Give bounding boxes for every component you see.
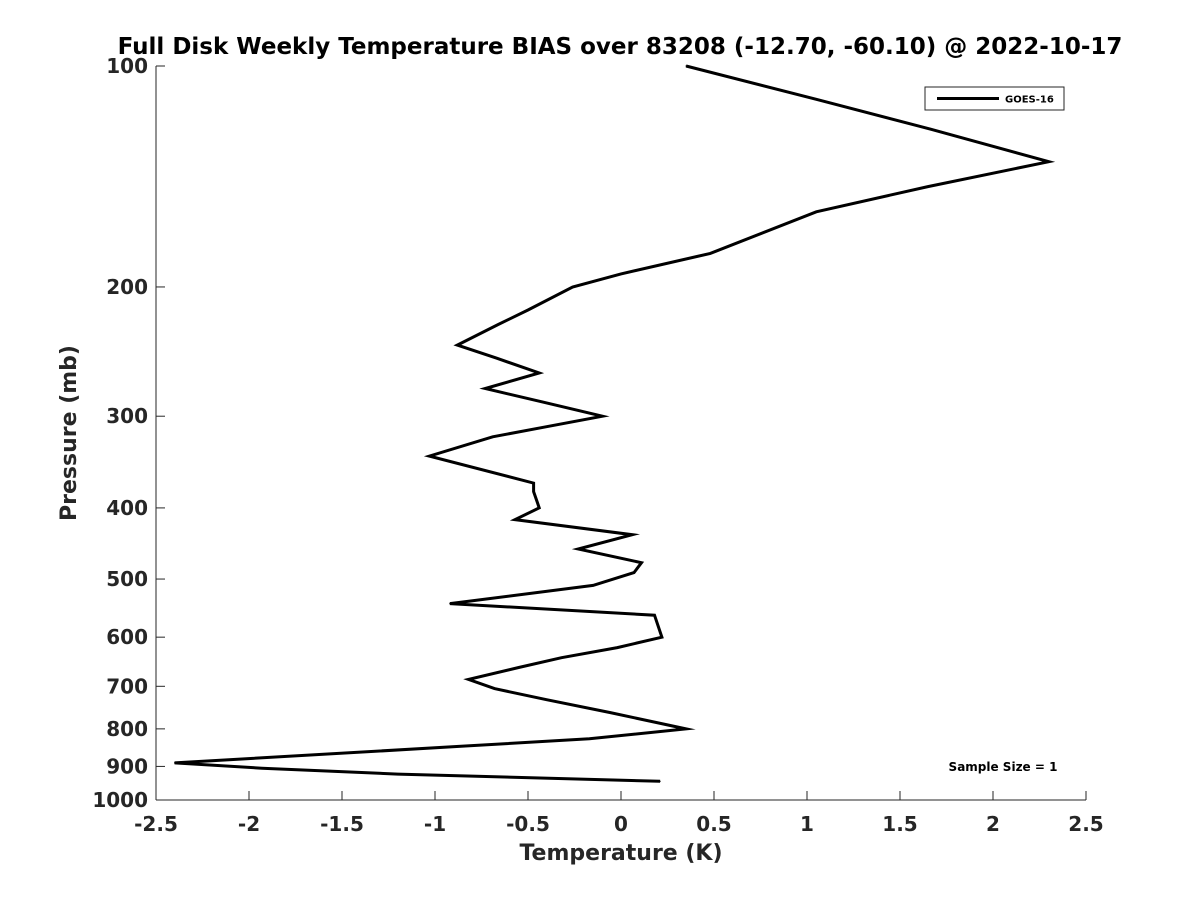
legend-label-goes-16: GOES-16 xyxy=(1005,95,1054,106)
data-point xyxy=(261,767,263,769)
data-point xyxy=(495,357,497,359)
x-tick-label: -2.5 xyxy=(134,812,178,836)
data-point xyxy=(931,128,933,130)
data-point xyxy=(640,562,643,564)
data-point xyxy=(527,309,529,311)
x-axis-label: Temperature (K) xyxy=(519,841,722,866)
data-point xyxy=(631,534,633,536)
data-point xyxy=(546,426,548,428)
x-axis-ticks: -2.5 -2 -1.5 -1 -0.5 0 0.5 1 1.5 2 2.5 xyxy=(134,791,1104,836)
y-tick-label: 700 xyxy=(106,674,148,698)
data-point xyxy=(460,745,462,747)
x-tick-label: -1.5 xyxy=(320,812,364,836)
x-tick-label: 2 xyxy=(986,812,1000,836)
data-point xyxy=(661,636,663,638)
data-point xyxy=(514,519,516,521)
data-point xyxy=(428,455,430,457)
data-point xyxy=(815,98,817,100)
data-point xyxy=(927,186,929,188)
data-point xyxy=(685,728,687,730)
y-tick-label: 900 xyxy=(106,754,148,778)
data-point xyxy=(709,252,711,254)
y-tick-label: 400 xyxy=(106,496,148,520)
y-axis-label: Pressure (mb) xyxy=(57,345,82,521)
legend: GOES-16 xyxy=(924,86,1065,111)
data-point xyxy=(620,273,622,275)
data-point xyxy=(456,344,458,346)
x-tick-label: 2.5 xyxy=(1068,812,1103,836)
axes-background xyxy=(156,66,1086,800)
x-tick-label: 1 xyxy=(800,812,814,836)
x-tick-label: 0.5 xyxy=(696,812,731,836)
data-point xyxy=(467,678,470,681)
x-tick-label: -1 xyxy=(424,812,446,836)
y-tick-label: 100 xyxy=(106,54,148,78)
data-point xyxy=(533,491,535,493)
data-point xyxy=(560,657,563,659)
y-axis-ticks: 100 200 300 400 500 600 700 800 900 1000 xyxy=(92,54,165,812)
data-point xyxy=(542,401,544,403)
x-tick-label: -0.5 xyxy=(506,812,550,836)
chart-title: Full Disk Weekly Temperature BIAS over 8… xyxy=(118,34,1123,60)
y-tick-label: 200 xyxy=(106,275,148,299)
data-point xyxy=(572,286,574,288)
data-point xyxy=(397,773,399,775)
data-point xyxy=(577,548,579,550)
y-tick-label: 500 xyxy=(106,567,148,591)
data-point xyxy=(659,780,661,782)
data-point xyxy=(609,711,611,714)
data-point xyxy=(616,647,618,649)
data-point xyxy=(174,762,176,764)
data-point xyxy=(533,482,535,484)
data-point xyxy=(601,415,604,417)
data-point xyxy=(653,614,656,616)
y-tick-label: 600 xyxy=(106,625,148,649)
y-tick-label: 300 xyxy=(106,404,148,428)
data-point xyxy=(685,65,687,67)
data-point xyxy=(493,688,496,690)
sample-size-annotation: Sample Size = 1 xyxy=(949,760,1058,774)
series-layer xyxy=(174,64,1056,783)
data-point xyxy=(518,666,520,669)
data-point xyxy=(1048,161,1050,163)
x-tick-label: -2 xyxy=(238,812,260,836)
data-point xyxy=(484,387,486,390)
y-tick-label: 1000 xyxy=(92,788,148,812)
data-point xyxy=(633,572,635,574)
data-point xyxy=(546,699,548,701)
data-point xyxy=(492,436,494,438)
data-point xyxy=(538,372,540,374)
x-tick-label: 0 xyxy=(614,812,628,836)
data-point xyxy=(588,738,591,740)
plot-area: -2.5 -2 -1.5 -1 -0.5 0 0.5 1 1.5 2 2.5 100 200 300 40… xyxy=(92,54,1103,836)
y-tick-label: 800 xyxy=(106,717,148,741)
x-tick-label: 1.5 xyxy=(882,812,917,836)
data-point xyxy=(592,584,594,587)
data-point xyxy=(538,507,540,509)
data-point xyxy=(536,501,538,503)
data-point xyxy=(815,211,817,213)
data-point xyxy=(449,603,451,605)
data-point xyxy=(497,323,499,326)
